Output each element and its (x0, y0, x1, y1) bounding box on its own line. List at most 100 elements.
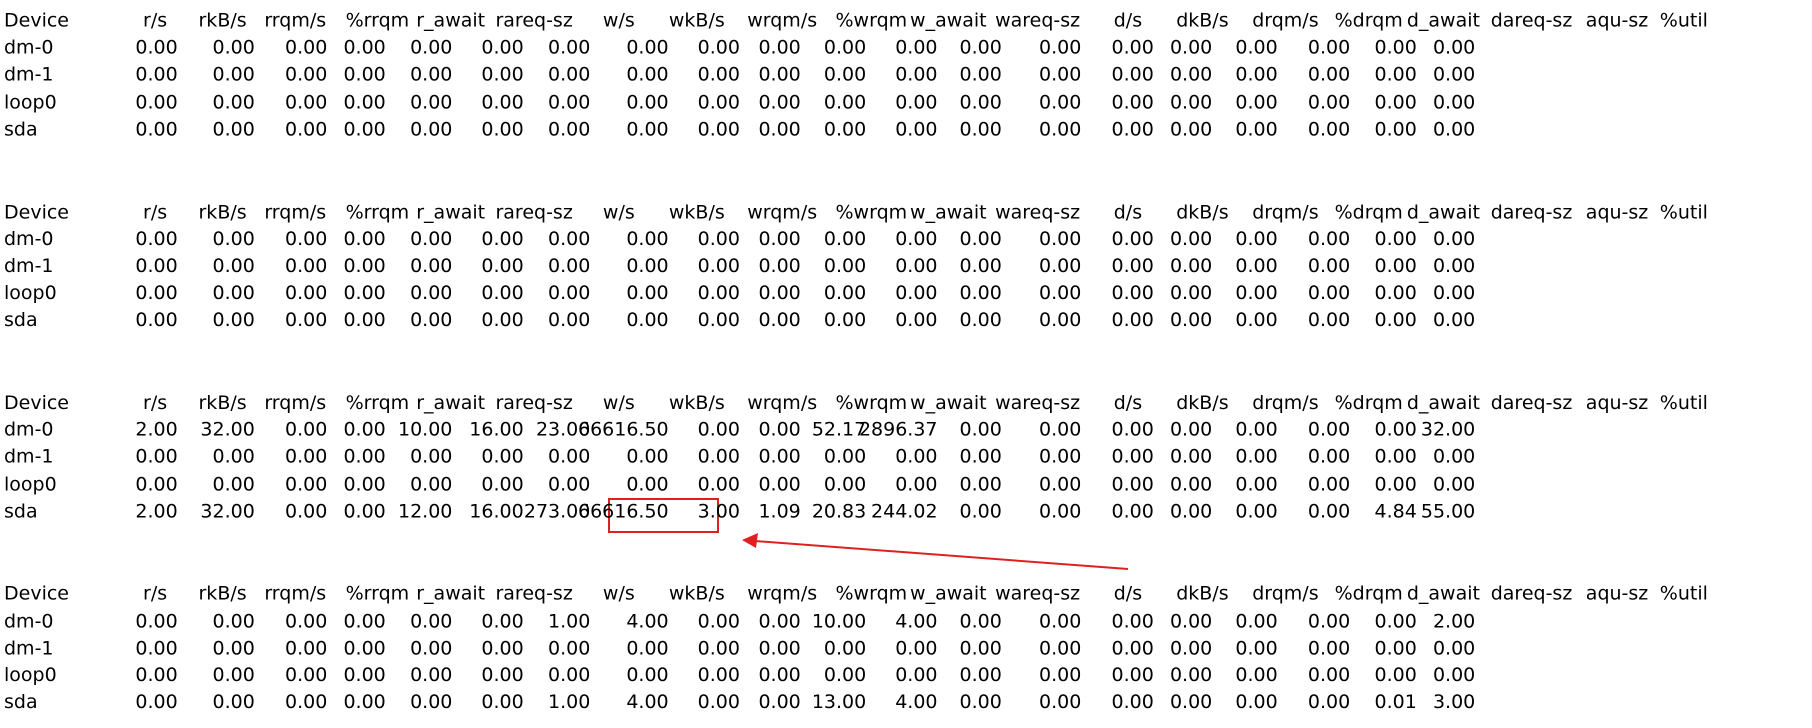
stat-value: 0.00 (1170, 474, 1212, 496)
stat-value: 0.00 (343, 228, 385, 250)
stat-value: 0.00 (410, 474, 452, 496)
stat-value: 0.00 (1308, 446, 1350, 468)
stat-value: 0.00 (1039, 36, 1081, 58)
stat-value: 0.00 (1039, 664, 1081, 686)
stat-value: 0.00 (213, 664, 255, 686)
stat-value: 0.00 (410, 309, 452, 331)
column-header: rareq-sz (495, 10, 572, 32)
stat-value: 0.00 (626, 309, 668, 331)
stat-value: 0.00 (960, 36, 1002, 58)
stat-value: 0.00 (960, 446, 1002, 468)
column-header: r/s (143, 392, 167, 414)
column-header: aqu-sz (1586, 10, 1649, 32)
stat-value: 0.00 (895, 637, 937, 659)
stat-value: 0.00 (285, 419, 327, 441)
stat-value: 0.00 (1235, 664, 1277, 686)
column-header: w/s (603, 10, 635, 32)
stat-value: 32.00 (1421, 419, 1475, 441)
stat-value: 0.00 (285, 118, 327, 140)
stat-value: 0.00 (285, 637, 327, 659)
stat-value: 0.00 (758, 309, 800, 331)
stat-value: 0.00 (481, 255, 523, 277)
stat-value: 0.00 (285, 691, 327, 713)
stat-value: 0.00 (410, 36, 452, 58)
stat-value: 0.00 (548, 255, 590, 277)
column-header: r_await (416, 582, 485, 604)
column-header: %util (1660, 582, 1708, 604)
stat-value: 32.00 (200, 501, 254, 523)
stat-value: 2.00 (1433, 610, 1475, 632)
column-header: dkB/s (1176, 201, 1228, 223)
stat-value: 0.00 (213, 637, 255, 659)
column-header: d/s (1114, 392, 1142, 414)
column-header: dareq-sz (1491, 10, 1573, 32)
stat-value: 0.00 (213, 91, 255, 113)
stat-value: 0.00 (1170, 36, 1212, 58)
stat-value: 0.00 (895, 282, 937, 304)
stat-value: 0.00 (1375, 419, 1417, 441)
stat-value: 0.00 (548, 282, 590, 304)
stat-value: 32.00 (200, 419, 254, 441)
stat-value: 0.00 (285, 255, 327, 277)
stat-value: 0.00 (548, 474, 590, 496)
stat-value: 0.00 (824, 91, 866, 113)
stat-value: 0.00 (960, 309, 1002, 331)
stat-value: 0.00 (548, 446, 590, 468)
stat-value: 0.00 (1235, 228, 1277, 250)
column-header: dareq-sz (1491, 582, 1573, 604)
stat-value: 0.00 (410, 91, 452, 113)
stat-value: 2896.37 (859, 419, 938, 441)
device-name: dm-0 (4, 610, 54, 632)
stat-value: 0.00 (1235, 36, 1277, 58)
stat-value: 273.00 (524, 501, 590, 523)
stat-value: 0.00 (1308, 63, 1350, 85)
stat-value: 0.00 (824, 637, 866, 659)
column-header: rrqm/s (264, 201, 326, 223)
stat-value: 0.00 (1111, 664, 1153, 686)
stat-value: 0.00 (1111, 282, 1153, 304)
stat-value: 0.00 (1111, 255, 1153, 277)
column-header: rkB/s (199, 10, 247, 32)
column-header: d_await (1407, 10, 1480, 32)
stat-value: 0.00 (960, 228, 1002, 250)
column-header: dareq-sz (1491, 201, 1573, 223)
stat-value: 0.00 (213, 255, 255, 277)
stat-value: 0.00 (410, 691, 452, 713)
column-header: wkB/s (669, 10, 725, 32)
stat-value: 0.00 (135, 637, 177, 659)
device-name: sda (4, 501, 38, 523)
stat-value: 0.00 (481, 691, 523, 713)
stat-value: 0.00 (343, 91, 385, 113)
stat-value: 0.00 (1111, 419, 1153, 441)
stat-value: 0.00 (1039, 419, 1081, 441)
stat-value: 0.00 (1375, 664, 1417, 686)
stat-value: 0.00 (758, 63, 800, 85)
stat-value: 0.00 (1308, 474, 1350, 496)
stat-value: 0.00 (626, 637, 668, 659)
stat-value: 0.00 (135, 255, 177, 277)
stat-value: 0.00 (135, 474, 177, 496)
stat-value: 0.00 (410, 282, 452, 304)
arrow-line (754, 540, 1129, 570)
stat-value: 0.00 (213, 474, 255, 496)
stat-value: 0.00 (824, 228, 866, 250)
stat-value: 0.00 (698, 664, 740, 686)
stat-value: 0.00 (343, 63, 385, 85)
column-header: rareq-sz (495, 582, 572, 604)
device-name: loop0 (4, 664, 57, 686)
stat-value: 0.00 (1235, 501, 1277, 523)
stat-value: 0.00 (824, 474, 866, 496)
stat-value: 10.00 (812, 610, 866, 632)
stat-value: 0.00 (698, 474, 740, 496)
stat-value: 0.00 (1375, 36, 1417, 58)
stat-value: 0.00 (213, 610, 255, 632)
stat-value: 0.00 (343, 255, 385, 277)
stat-value: 0.00 (1170, 309, 1212, 331)
stat-value: 0.00 (758, 664, 800, 686)
stat-value: 0.00 (135, 664, 177, 686)
stat-value: 0.00 (1170, 610, 1212, 632)
stat-value: 0.00 (548, 228, 590, 250)
stat-value: 0.00 (758, 446, 800, 468)
column-header: w/s (603, 392, 635, 414)
